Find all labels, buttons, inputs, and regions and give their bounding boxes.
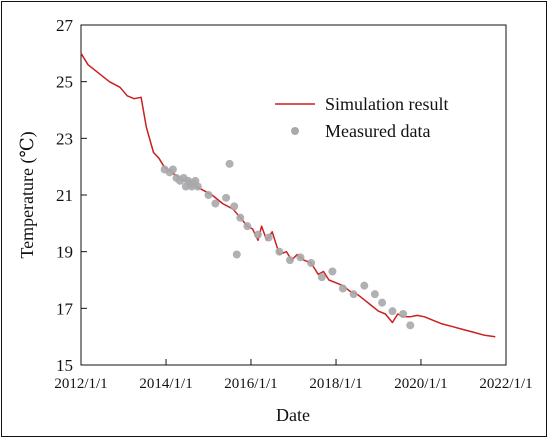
- measured-point: [388, 307, 397, 316]
- measured-point: [222, 193, 231, 202]
- measured-series: [160, 159, 415, 330]
- simulation-series: [80, 52, 496, 338]
- legend: Simulation result Measured data: [275, 94, 449, 141]
- measured-point: [338, 284, 347, 293]
- measured-point: [253, 230, 262, 239]
- measured-point: [378, 298, 387, 307]
- measured-point: [285, 256, 294, 265]
- measured-point: [211, 199, 220, 208]
- measured-point: [168, 165, 177, 174]
- legend-label-simulation: Simulation result: [325, 94, 449, 114]
- measured-point: [275, 247, 284, 256]
- simulation-line: [80, 52, 496, 338]
- y-tick-label: 15: [56, 356, 73, 375]
- measured-point: [370, 290, 379, 299]
- x-tick-label: 2018/1/1: [309, 376, 362, 392]
- x-axis-label: Date: [276, 405, 310, 425]
- measured-point: [193, 182, 202, 191]
- x-tick-label: 2014/1/1: [139, 376, 192, 392]
- measured-point: [328, 267, 337, 276]
- x-tick-label: 2012/1/1: [54, 376, 107, 392]
- measured-point: [317, 273, 326, 282]
- legend-label-measured: Measured data: [325, 121, 430, 141]
- measured-point: [204, 191, 213, 199]
- measured-point: [406, 321, 415, 330]
- legend-point-swatch: [291, 127, 299, 135]
- axis-ticks: 15 17 19 21 23 25 27 2012/1/1 2014/1/1 2016/1/1 20…: [54, 16, 532, 392]
- y-tick-label: 21: [56, 186, 73, 205]
- measured-point: [232, 250, 241, 259]
- measured-point: [360, 281, 369, 290]
- measured-point: [349, 290, 358, 299]
- y-tick-label: 27: [56, 16, 74, 35]
- x-tick-label: 2022/1/1: [479, 376, 532, 392]
- y-axis-label: Temperature (℃): [17, 131, 38, 258]
- measured-point: [236, 213, 245, 222]
- measured-point: [225, 159, 234, 168]
- measured-point: [264, 233, 273, 242]
- measured-point: [243, 222, 252, 231]
- measured-point: [230, 202, 239, 211]
- y-tick-label: 25: [56, 73, 73, 92]
- measured-point: [399, 310, 408, 318]
- y-tick-label: 19: [56, 243, 73, 262]
- measured-point: [296, 253, 305, 262]
- plot-area: [80, 24, 507, 366]
- y-tick-label: 23: [56, 129, 73, 148]
- measured-point: [307, 259, 316, 267]
- x-tick-label: 2016/1/1: [224, 376, 277, 392]
- y-tick-label: 17: [56, 299, 74, 318]
- x-tick-label: 2020/1/1: [394, 376, 447, 392]
